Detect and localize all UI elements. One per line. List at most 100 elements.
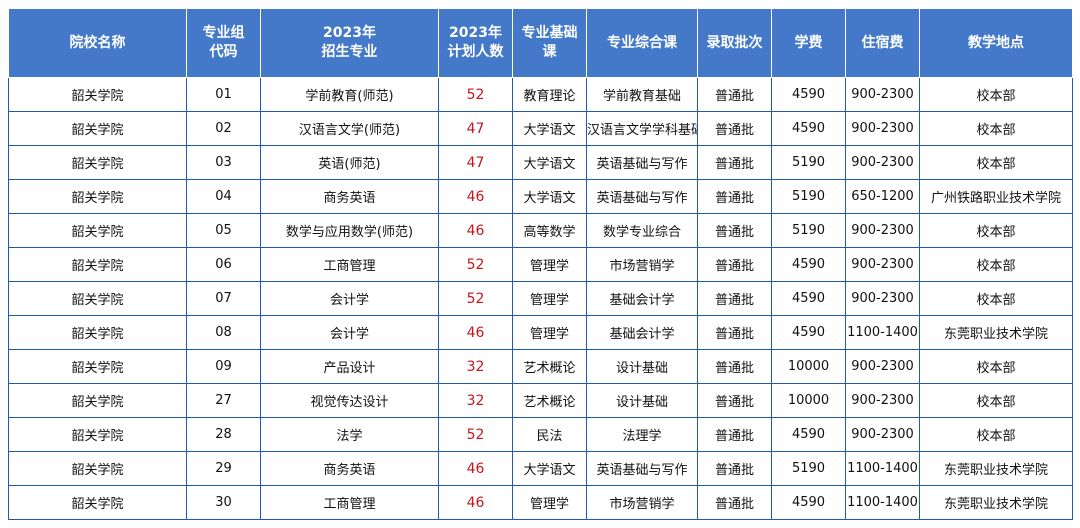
cell-plan-count: 52	[438, 77, 513, 112]
table-row: 韶关学院 05 数学与应用数学(师范) 46 高等数学 数学专业综合 普通批 5190 900-…	[8, 213, 1073, 248]
cell-tuition: 10000	[771, 349, 846, 384]
cell-group-code: 08	[186, 315, 261, 350]
cell-comprehensive-course: 设计基础	[586, 383, 698, 418]
header-major: 2023年 招生专业	[260, 8, 439, 78]
cell-location: 校本部	[919, 383, 1073, 418]
cell-admission-batch: 普通批	[697, 213, 772, 248]
cell-basic-course: 管理学	[512, 315, 587, 350]
header-tuition: 学费	[771, 8, 846, 78]
cell-comprehensive-course: 汉语言文学学科基础	[586, 111, 698, 146]
cell-tuition: 5190	[771, 451, 846, 486]
table-row: 韶关学院 28 法学 52 民法 法理学 普通批 4590 900-2300 校本部	[8, 417, 1073, 452]
cell-major: 法学	[260, 417, 439, 452]
cell-school-name: 韶关学院	[8, 213, 187, 248]
cell-accommodation: 1100-1400	[845, 451, 920, 486]
table-row: 韶关学院 07 会计学 52 管理学 基础会计学 普通批 4590 900-2300 校本部	[8, 281, 1073, 316]
cell-accommodation: 1100-1400	[845, 315, 920, 350]
cell-plan-count: 52	[438, 281, 513, 316]
cell-comprehensive-course: 英语基础与写作	[586, 451, 698, 486]
cell-location: 东莞职业技术学院	[919, 451, 1073, 486]
cell-tuition: 5190	[771, 145, 846, 180]
admissions-table: 院校名称 专业组 代码 2023年 招生专业 2023年 计划人数 专业基础 课…	[8, 8, 1073, 520]
cell-admission-batch: 普通批	[697, 111, 772, 146]
cell-admission-batch: 普通批	[697, 383, 772, 418]
cell-major: 会计学	[260, 315, 439, 350]
header-admission-batch: 录取批次	[697, 8, 772, 78]
cell-comprehensive-course: 数学专业综合	[586, 213, 698, 248]
cell-major: 工商管理	[260, 485, 439, 520]
cell-school-name: 韶关学院	[8, 383, 187, 418]
cell-school-name: 韶关学院	[8, 77, 187, 112]
cell-location: 校本部	[919, 111, 1073, 146]
cell-major: 汉语言文学(师范)	[260, 111, 439, 146]
cell-major: 视觉传达设计	[260, 383, 439, 418]
cell-tuition: 5190	[771, 213, 846, 248]
cell-school-name: 韶关学院	[8, 247, 187, 282]
cell-plan-count: 32	[438, 349, 513, 384]
cell-tuition: 10000	[771, 383, 846, 418]
table-row: 韶关学院 01 学前教育(师范) 52 教育理论 学前教育基础 普通批 4590 900-230…	[8, 77, 1073, 112]
cell-group-code: 01	[186, 77, 261, 112]
cell-basic-course: 管理学	[512, 485, 587, 520]
cell-basic-course: 艺术概论	[512, 349, 587, 384]
cell-admission-batch: 普通批	[697, 349, 772, 384]
cell-location: 校本部	[919, 247, 1073, 282]
cell-major: 数学与应用数学(师范)	[260, 213, 439, 248]
cell-plan-count: 46	[438, 315, 513, 350]
cell-plan-count: 46	[438, 179, 513, 214]
cell-tuition: 4590	[771, 315, 846, 350]
cell-accommodation: 900-2300	[845, 349, 920, 384]
cell-admission-batch: 普通批	[697, 247, 772, 282]
header-accommodation: 住宿费	[845, 8, 920, 78]
cell-accommodation: 1100-1400	[845, 485, 920, 520]
cell-tuition: 4590	[771, 281, 846, 316]
table-row: 韶关学院 29 商务英语 46 大学语文 英语基础与写作 普通批 5190 1100-1400 东…	[8, 451, 1073, 486]
cell-comprehensive-course: 设计基础	[586, 349, 698, 384]
cell-basic-course: 大学语文	[512, 111, 587, 146]
cell-group-code: 07	[186, 281, 261, 316]
cell-major: 英语(师范)	[260, 145, 439, 180]
cell-admission-batch: 普通批	[697, 485, 772, 520]
cell-admission-batch: 普通批	[697, 417, 772, 452]
cell-admission-batch: 普通批	[697, 179, 772, 214]
cell-major: 商务英语	[260, 179, 439, 214]
cell-comprehensive-course: 学前教育基础	[586, 77, 698, 112]
cell-school-name: 韶关学院	[8, 417, 187, 452]
header-plan-count: 2023年 计划人数	[438, 8, 513, 78]
cell-plan-count: 46	[438, 451, 513, 486]
cell-plan-count: 52	[438, 417, 513, 452]
cell-group-code: 05	[186, 213, 261, 248]
cell-admission-batch: 普通批	[697, 315, 772, 350]
cell-basic-course: 艺术概论	[512, 383, 587, 418]
cell-accommodation: 900-2300	[845, 213, 920, 248]
cell-school-name: 韶关学院	[8, 485, 187, 520]
table-row: 韶关学院 09 产品设计 32 艺术概论 设计基础 普通批 10000 900-2300 校本部	[8, 349, 1073, 384]
cell-admission-batch: 普通批	[697, 281, 772, 316]
cell-tuition: 4590	[771, 485, 846, 520]
cell-plan-count: 52	[438, 247, 513, 282]
cell-location: 校本部	[919, 417, 1073, 452]
cell-location: 校本部	[919, 77, 1073, 112]
cell-group-code: 27	[186, 383, 261, 418]
table-row: 韶关学院 27 视觉传达设计 32 艺术概论 设计基础 普通批 10000 900-2300 校本…	[8, 383, 1073, 418]
cell-basic-course: 管理学	[512, 247, 587, 282]
cell-school-name: 韶关学院	[8, 179, 187, 214]
table-row: 韶关学院 30 工商管理 46 管理学 市场营销学 普通批 4590 1100-1400 东莞职业…	[8, 485, 1073, 520]
cell-accommodation: 900-2300	[845, 281, 920, 316]
cell-accommodation: 900-2300	[845, 111, 920, 146]
cell-tuition: 4590	[771, 247, 846, 282]
cell-location: 东莞职业技术学院	[919, 485, 1073, 520]
cell-school-name: 韶关学院	[8, 451, 187, 486]
cell-basic-course: 管理学	[512, 281, 587, 316]
cell-basic-course: 民法	[512, 417, 587, 452]
cell-group-code: 29	[186, 451, 261, 486]
table-body: 韶关学院 01 学前教育(师范) 52 教育理论 学前教育基础 普通批 4590 900-230…	[8, 77, 1073, 520]
cell-plan-count: 47	[438, 145, 513, 180]
cell-major: 商务英语	[260, 451, 439, 486]
cell-accommodation: 900-2300	[845, 383, 920, 418]
header-school-name: 院校名称	[8, 8, 187, 78]
cell-comprehensive-course: 法理学	[586, 417, 698, 452]
cell-major: 学前教育(师范)	[260, 77, 439, 112]
cell-group-code: 09	[186, 349, 261, 384]
cell-accommodation: 650-1200	[845, 179, 920, 214]
